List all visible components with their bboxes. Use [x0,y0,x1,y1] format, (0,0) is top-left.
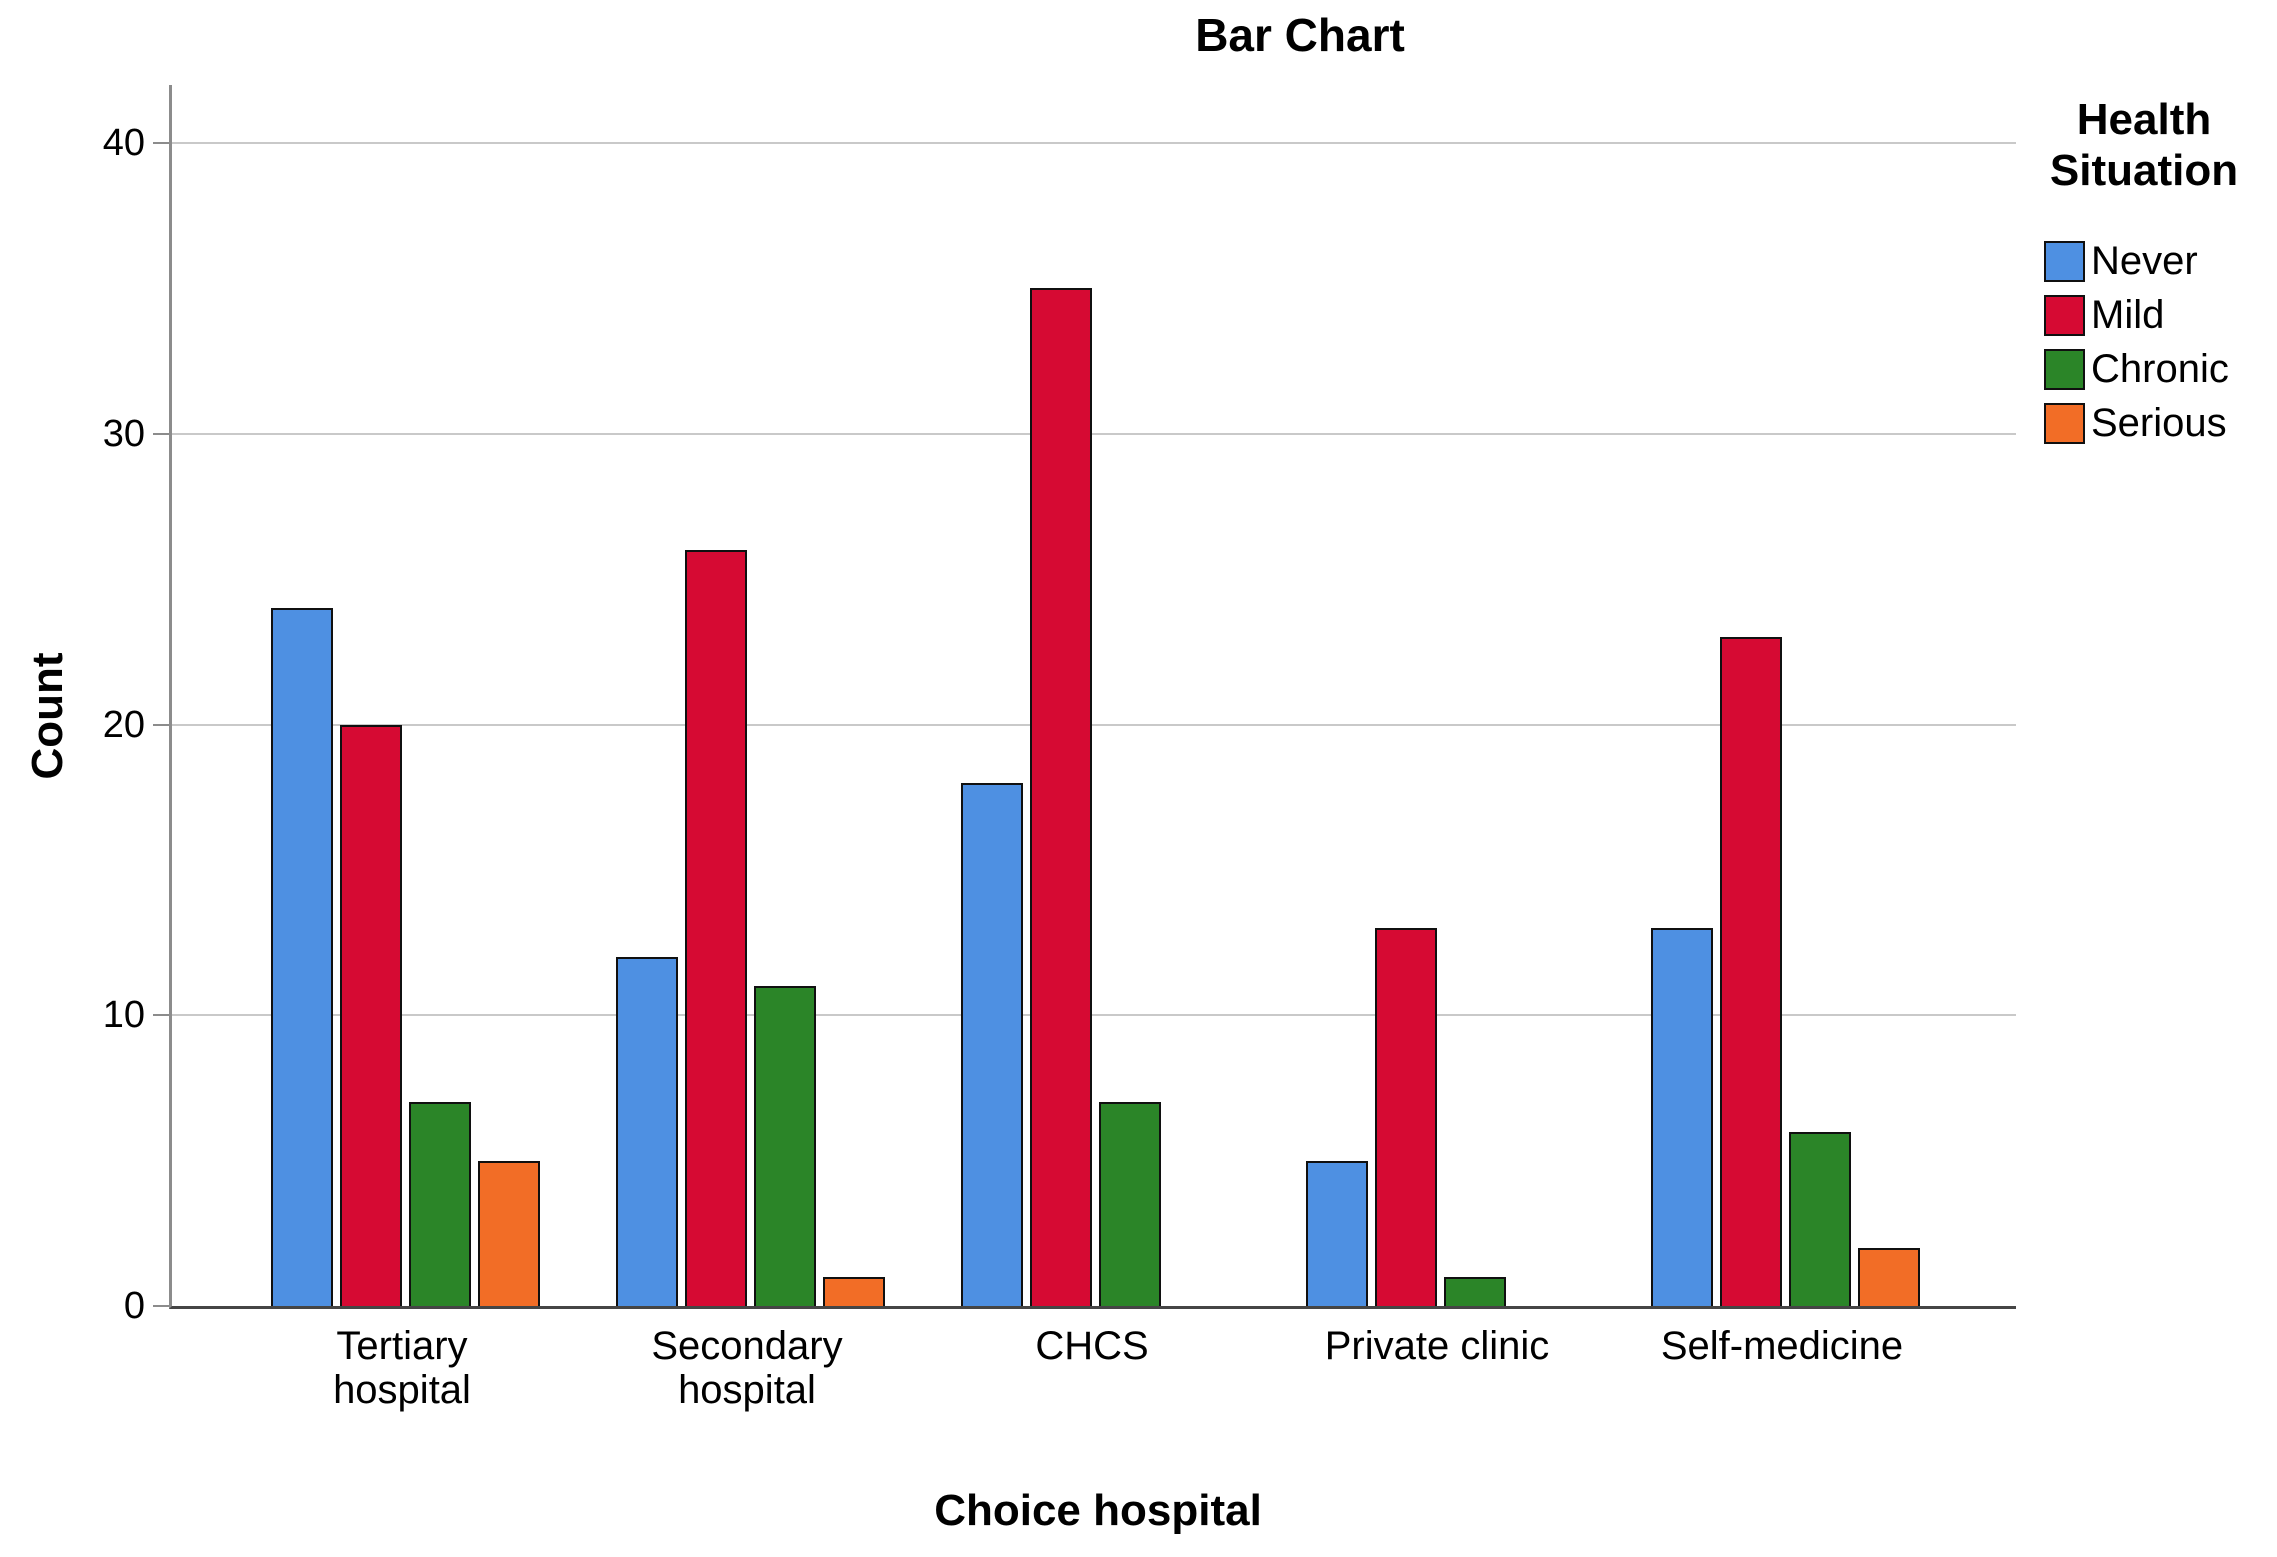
bar-mild [339,725,402,1306]
bar-mild [684,550,747,1306]
legend-item-label: Never [2091,238,2198,283]
bar-never [1650,928,1713,1306]
bar-slot [1854,85,1923,1306]
x-tick-label: Self-medicine [1660,1324,1904,1368]
bar-chronic [1098,1102,1161,1306]
bar-never [270,608,333,1306]
gridline [172,723,2016,726]
bar-never [1305,1161,1368,1306]
bar-slot [819,85,888,1306]
gridline [172,432,2016,435]
bar-chronic [1443,1277,1506,1306]
bar-group-private-clinic [1302,85,1578,1306]
bar-slot [1509,85,1578,1306]
legend-item-never: Never [2044,234,2268,288]
plot-area [169,85,2016,1309]
bar-mild [1719,637,1782,1306]
bar-chronic [1788,1132,1851,1306]
bar-slot [612,85,681,1306]
bar-mild [1029,288,1092,1306]
bar-group-chcs [957,85,1233,1306]
legend-swatch-mild [2044,294,2085,336]
bar-slot [474,85,543,1306]
bar-slot [1095,85,1164,1306]
gridline [172,1014,2016,1017]
bar-slot [1164,85,1233,1306]
legend-title: Health Situation [2049,95,2239,195]
legend-item-label: Mild [2091,292,2165,337]
bar-group-self-medicine [1647,85,1923,1306]
bar-slot [681,85,750,1306]
bar-serious [1857,1248,1920,1306]
bar-slot [405,85,474,1306]
bar-serious [822,1277,885,1306]
bar-slot [957,85,1026,1306]
legend-swatch-chronic [2044,348,2085,390]
bar-slot [1647,85,1716,1306]
x-tick-label: Tertiary hospital [333,1324,471,1412]
y-tick-mark [153,1014,169,1017]
x-tick-label: Secondary hospital [651,1324,843,1412]
legend: Health Situation Never Mild Chronic Serious [2028,95,2268,450]
bar-chronic [753,986,816,1306]
y-tick-label: 30 [102,412,145,455]
gridline [172,142,2016,145]
legend-swatch-never [2044,240,2085,282]
bar-slot [1371,85,1440,1306]
legend-item-serious: Serious [2044,396,2268,450]
y-tick-mark [153,142,169,145]
bar-never [960,783,1023,1306]
bar-slot [1026,85,1095,1306]
bar-slot [336,85,405,1306]
bar-slot [1716,85,1785,1306]
chart-title: Bar Chart [1195,9,1405,61]
y-tick-label: 0 [123,1285,145,1327]
bar-slot [1302,85,1371,1306]
legend-item-chronic: Chronic [2044,342,2268,396]
legend-item-mild: Mild [2044,288,2268,342]
bar-never [615,957,678,1306]
x-tick-label: CHCS [1035,1324,1149,1368]
x-axis-title: Choice hospital [934,1486,1262,1535]
bar-mild [1374,928,1437,1306]
bar-chronic [408,1102,471,1306]
legend-item-label: Chronic [2091,346,2229,391]
bar-slot [267,85,336,1306]
y-tick-mark [153,1305,169,1307]
bar-slot [1785,85,1854,1306]
y-tick-mark [153,723,169,726]
bar-group-tertiary-hospital [267,85,543,1306]
legend-swatch-serious [2044,402,2085,444]
legend-item-label: Serious [2091,400,2227,445]
bar-slot [750,85,819,1306]
x-tick-label: Private clinic [1324,1324,1550,1368]
bar-serious [477,1161,540,1306]
bar-slot [1440,85,1509,1306]
legend-items: Never Mild Chronic Serious [2028,234,2268,450]
y-tick-label: 40 [102,122,145,165]
bar-group-secondary-hospital [612,85,888,1306]
y-tick-label: 20 [102,703,145,746]
y-tick-label: 10 [102,994,145,1037]
y-tick-mark [153,432,169,435]
